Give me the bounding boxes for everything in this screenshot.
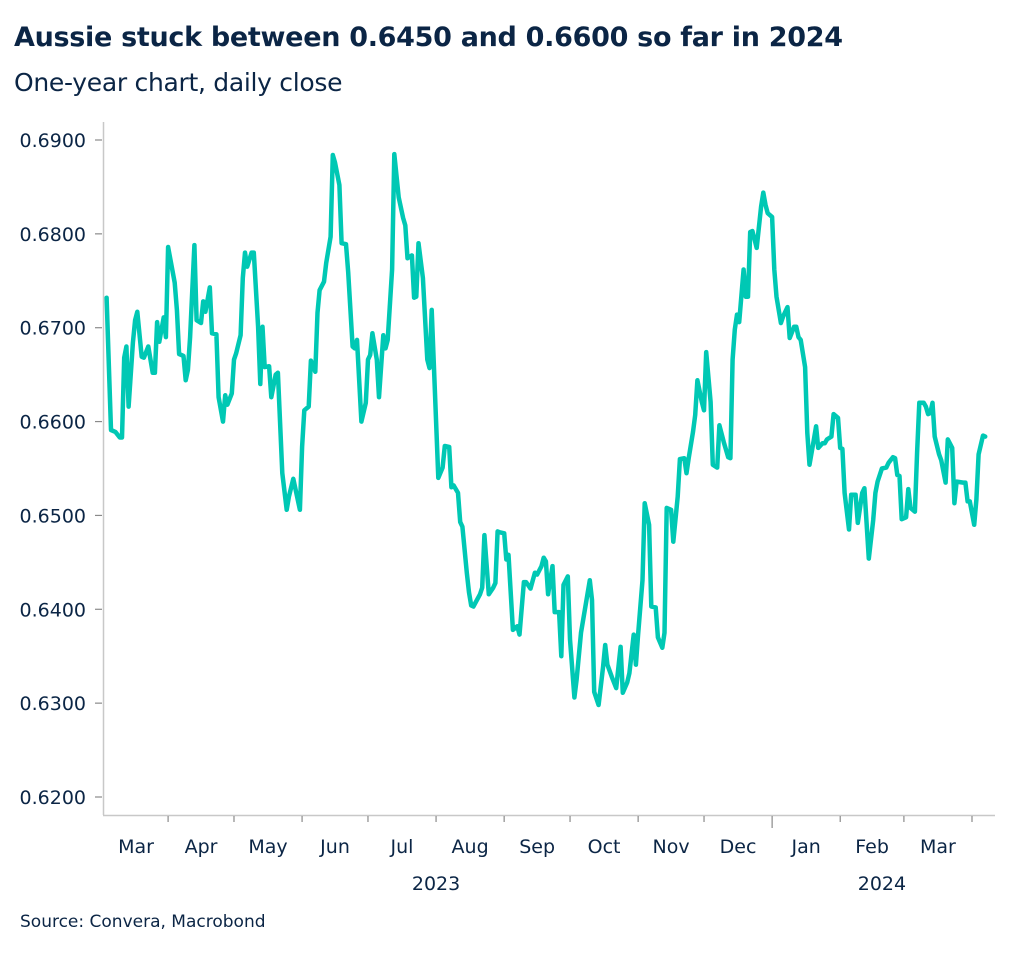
series-line	[104, 151, 988, 708]
y-tick-label: 0.6900	[20, 130, 86, 152]
x-month-label: Mar	[920, 836, 956, 858]
y-tick-label: 0.6200	[20, 787, 86, 809]
y-tick-label: 0.6400	[20, 599, 86, 621]
y-tick-label: 0.6700	[20, 318, 86, 340]
x-month-label: Jan	[791, 836, 821, 858]
chart-title: Aussie stuck between 0.6450 and 0.6600 s…	[14, 22, 843, 53]
y-tick-label: 0.6800	[20, 224, 86, 246]
x-month-label: Dec	[720, 836, 757, 858]
y-tick-label: 0.6600	[20, 412, 86, 434]
y-tick-label: 0.6300	[20, 693, 86, 715]
x-month-label: Jun	[319, 836, 350, 858]
x-month-label: May	[248, 836, 287, 858]
x-month-label: Feb	[855, 836, 889, 858]
x-month-label: Mar	[118, 836, 154, 858]
source-note: Source: Convera, Macrobond	[20, 912, 266, 932]
x-month-label: Apr	[185, 836, 218, 858]
y-axis-ticks: 0.6200 0.6300 0.6400 0.6500 0.6600 0.6700 0.68…	[20, 130, 102, 809]
x-month-label: Sep	[519, 836, 555, 858]
y-tick-label: 0.6500	[20, 505, 86, 527]
x-month-label: Nov	[653, 836, 690, 858]
x-month-label: Jul	[390, 836, 414, 858]
x-year-label: 2024	[858, 873, 906, 895]
x-axis-ticks: Mar Apr May Jun Jul Aug Sep Oct Nov Dec Jan Feb Mar 2…	[118, 816, 973, 895]
x-year-label: 2023	[412, 873, 460, 895]
x-month-label: Oct	[588, 836, 621, 858]
chart-subtitle: One-year chart, daily close	[14, 68, 343, 97]
x-month-label: Aug	[452, 836, 489, 858]
